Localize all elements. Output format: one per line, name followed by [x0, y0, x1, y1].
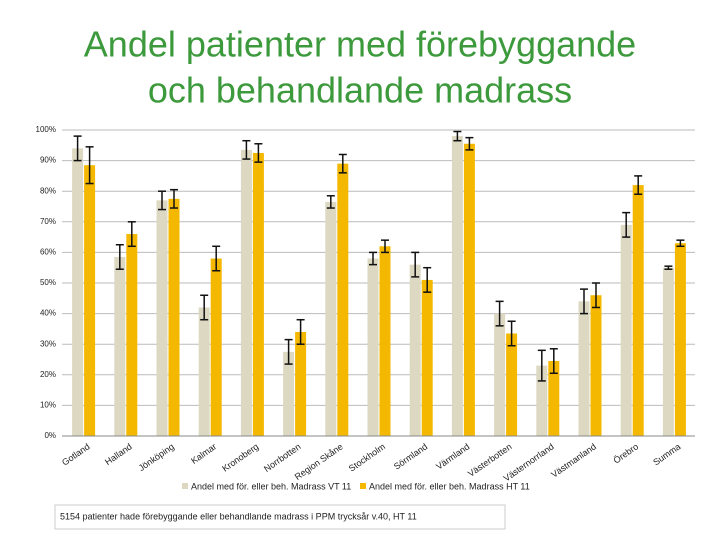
bar — [126, 234, 138, 436]
error-bar — [254, 143, 263, 163]
footnote: 5154 patienter hade förebyggande eller b… — [60, 511, 417, 521]
bar — [379, 246, 391, 436]
bar — [210, 258, 222, 436]
error-bar — [242, 139, 251, 160]
error-bar — [369, 251, 377, 266]
x-tick-label: Norrbotten — [262, 441, 303, 474]
bar — [506, 333, 518, 436]
y-tick-label: 40% — [40, 309, 56, 318]
bar — [632, 185, 644, 436]
x-tick-label: Sörmland — [392, 441, 429, 471]
bar — [72, 148, 84, 437]
error-bar — [549, 348, 558, 375]
error-bar — [453, 130, 462, 142]
x-tick-label: Örebro — [612, 441, 641, 465]
error-bar — [212, 245, 221, 272]
error-bar — [507, 320, 516, 347]
x-tick-label: Gotland — [60, 441, 92, 467]
bar — [252, 152, 264, 436]
x-tick-label: Halland — [103, 441, 134, 467]
y-tick-label: 0% — [44, 431, 56, 440]
error-bar — [465, 136, 474, 151]
error-bar — [634, 175, 643, 196]
bar — [325, 201, 337, 436]
error-bar — [115, 244, 124, 270]
error-bar — [580, 288, 588, 315]
bar — [590, 295, 602, 436]
y-tick-label: 50% — [40, 278, 56, 287]
bar — [84, 165, 96, 436]
bar — [421, 279, 433, 436]
y-tick-label: 70% — [40, 217, 56, 226]
bar — [114, 256, 126, 436]
error-bar — [411, 251, 420, 278]
error-bar — [676, 239, 685, 248]
bar — [367, 258, 379, 436]
bar — [674, 243, 686, 436]
y-tick-label: 10% — [40, 401, 56, 410]
bar — [295, 331, 307, 436]
bar — [662, 267, 674, 436]
legend-swatch — [182, 483, 188, 489]
x-tick-label: Summa — [651, 441, 682, 467]
legend-swatch — [360, 483, 366, 489]
error-bar — [423, 266, 432, 293]
error-bar — [495, 300, 504, 327]
y-tick-label: 60% — [40, 248, 56, 257]
error-bar — [127, 221, 136, 248]
bar — [620, 224, 632, 436]
error-bar — [381, 239, 389, 254]
x-tick-label: Kronoberg — [220, 441, 260, 473]
bar — [198, 307, 210, 436]
y-tick-label: 90% — [40, 156, 56, 165]
x-tick-label: Jönköping — [137, 441, 176, 473]
error-bar — [296, 318, 305, 345]
x-tick-label: Västmanland — [549, 441, 598, 479]
bar — [451, 136, 463, 436]
error-bar — [622, 211, 631, 238]
bar — [548, 361, 560, 436]
bar — [337, 163, 349, 436]
error-bar — [664, 265, 673, 270]
error-bar — [284, 338, 293, 365]
x-tick-label: Värmland — [434, 441, 471, 471]
bar — [578, 301, 590, 436]
error-bar — [592, 282, 600, 309]
bar — [156, 200, 168, 436]
error-bar — [200, 294, 209, 321]
error-bar — [73, 135, 82, 162]
error-bar — [170, 188, 178, 209]
x-tick-label: Kalmar — [189, 441, 218, 466]
legend-label: Andel med för. eller beh. Madrass VT 11 — [191, 481, 351, 491]
bar — [168, 198, 180, 436]
error-bar — [158, 190, 166, 211]
y-tick-label: 80% — [40, 186, 56, 195]
bar — [240, 149, 252, 436]
bar — [283, 351, 295, 436]
error-bar — [338, 153, 347, 174]
y-tick-label: 100% — [36, 125, 56, 134]
error-bar — [85, 146, 94, 185]
chart-title: Andel patienter med förebyggande — [84, 24, 636, 65]
bar — [409, 264, 421, 436]
chart-title: och behandlande madrass — [148, 70, 572, 111]
footnote-box — [54, 504, 506, 530]
x-tick-label: Stockholm — [347, 441, 387, 473]
legend-label: Andel med för. eller beh. Madrass HT 11 — [369, 481, 530, 491]
y-tick-label: 20% — [40, 370, 56, 379]
bar — [463, 143, 475, 436]
y-tick-label: 30% — [40, 339, 56, 348]
bar — [536, 365, 548, 436]
error-bar — [537, 349, 546, 382]
bar — [494, 313, 506, 436]
error-bar — [326, 195, 335, 209]
